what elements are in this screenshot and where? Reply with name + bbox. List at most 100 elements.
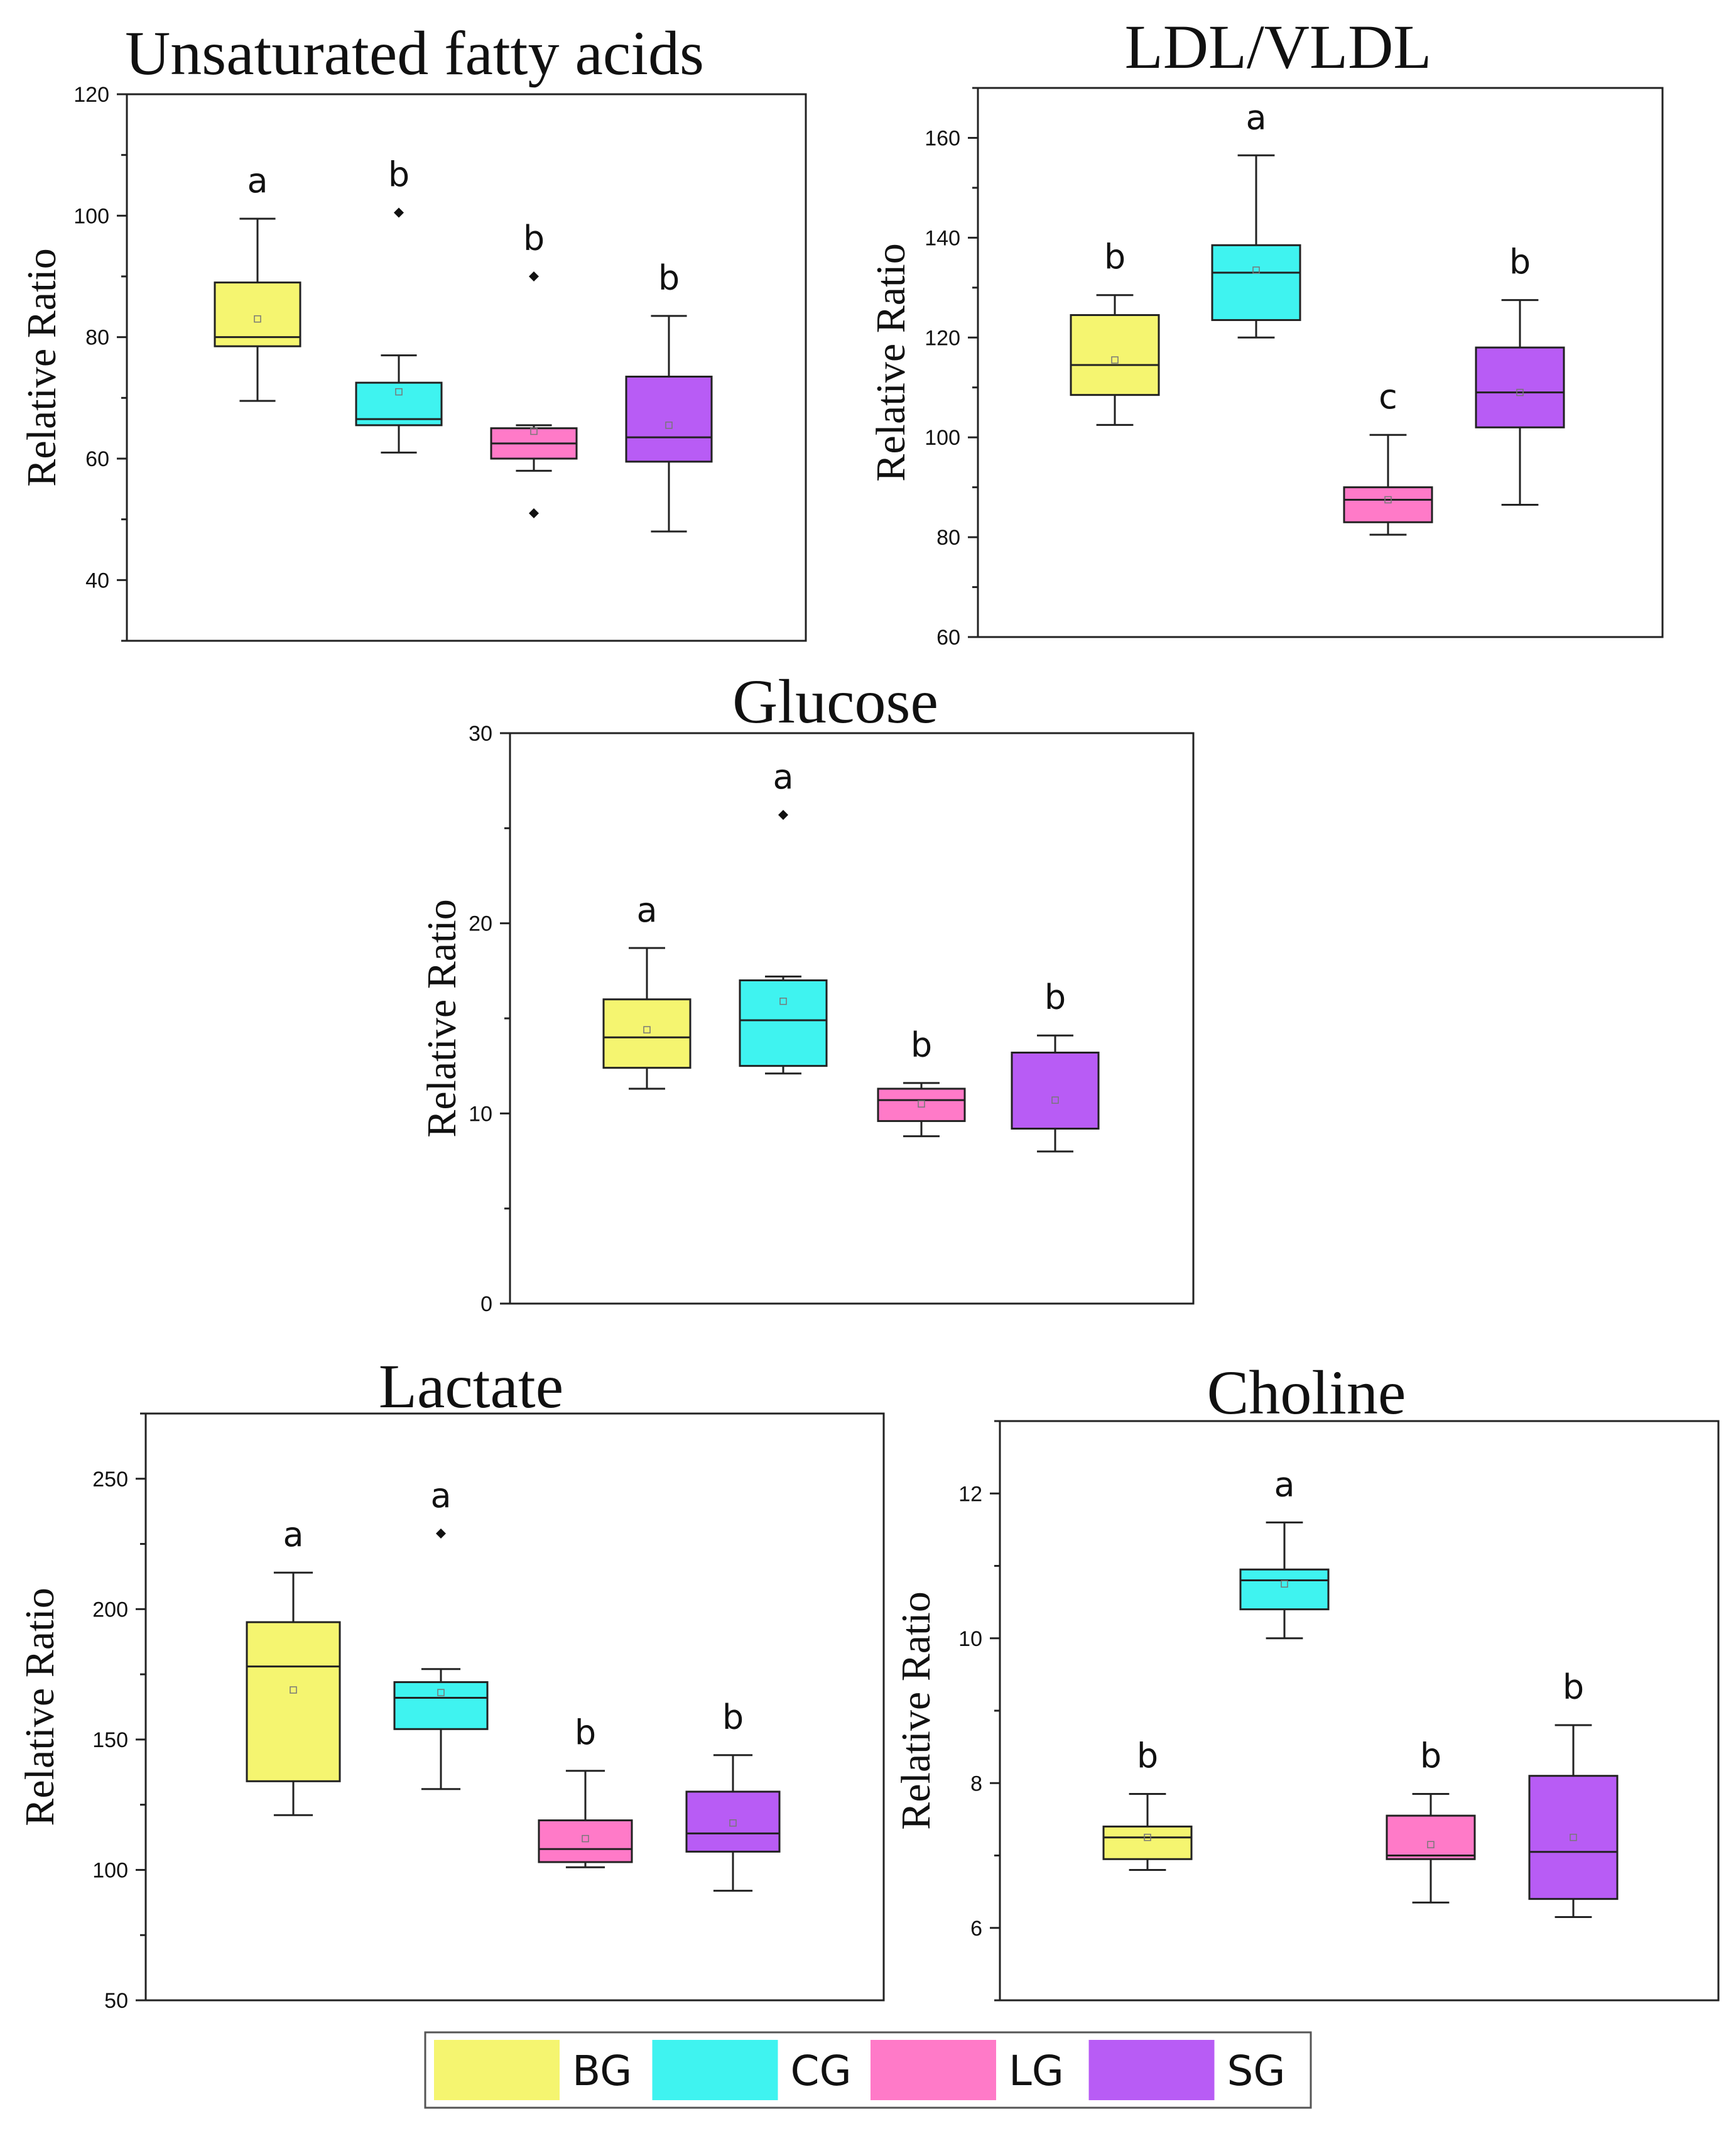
box-lg: c [1343,377,1433,536]
significance-letter: b [1563,1667,1584,1707]
y-tick-label: 150 [92,1728,128,1752]
chart-title: Glucose [732,667,938,736]
plot-frame [977,87,1664,638]
mean-marker [643,1026,651,1033]
y-tick-label: 0 [480,1292,492,1316]
significance-letter: b [722,1697,744,1737]
y-tick-label: 160 [925,126,960,150]
box-iqr [1011,1051,1100,1130]
mean-marker [254,315,261,323]
chart-title: Choline [1207,1358,1406,1427]
y-tick-label: 12 [958,1482,982,1506]
box-iqr [538,1819,633,1863]
significance-letter: a [430,1476,451,1515]
chart-panel: Choline Relative Ratio 6 8 10 12 b a b b [893,1358,1720,2002]
significance-letter: a [636,890,657,930]
box-sg: b [1528,1667,1619,1918]
chart-title: Lactate [379,1351,563,1421]
legend-label: CG [791,2047,852,2095]
outlier-point [436,1528,446,1539]
legend-item-cg: CG [652,2040,852,2100]
y-axis-label: Relative Ratio [893,1591,939,1829]
mean-marker [1384,496,1392,504]
box-iqr [246,1621,341,1782]
y-tick-label: 6 [970,1917,982,1941]
mean-marker [582,1834,589,1843]
chart-title: LDL/VLDL [1125,12,1432,82]
chart-panel: Lactate Relative Ratio 50 100 150 200 250 a a b b [17,1351,885,2013]
y-tick-label: 10 [469,1102,492,1126]
legend-label: BG [572,2047,632,2095]
mean-marker [1111,356,1119,364]
significance-letter: a [1245,97,1266,137]
box-iqr [1102,1825,1193,1860]
significance-letter: b [1509,242,1531,282]
box-iqr [1386,1814,1476,1860]
y-tick-label: 100 [925,426,960,450]
y-tick-label: 100 [92,1858,128,1882]
significance-letter: b [575,1713,596,1753]
mean-marker [395,388,403,396]
box-cg: a [393,1476,489,1790]
box-iqr [355,381,443,427]
chart-panel: Glucose Relative Ratio 0 10 20 30 a a b b [419,667,1195,1316]
y-tick-label: 80 [936,526,960,550]
box-iqr [602,998,692,1069]
y-tick-label: 60 [936,626,960,650]
mean-marker [530,427,538,435]
outlier-point [529,271,539,281]
box-iqr [393,1681,489,1730]
mean-marker [290,1686,297,1694]
outlier-point [394,207,404,218]
box-cg: a [1239,1464,1330,1640]
box-bg: a [214,161,301,402]
box-bg: b [1070,237,1160,426]
box-iqr [1211,244,1301,321]
mean-marker [1516,388,1524,396]
box-iqr [1239,1568,1330,1611]
chart-panel: Unsaturated fatty acids Relative Ratio 40 6… [19,18,807,642]
significance-letter: a [773,757,793,797]
y-tick-label: 30 [469,722,492,746]
legend-swatch [1088,2040,1215,2100]
box-lg: b [490,219,578,518]
significance-letter: c [1379,377,1397,417]
mean-marker [1051,1096,1059,1104]
y-axis-label: Relative Ratio [868,243,914,481]
y-tick-label: 60 [85,447,109,471]
y-tick-label: 50 [104,1989,128,2013]
mean-marker [918,1100,925,1108]
y-tick-label: 80 [85,326,109,350]
box-sg: b [685,1697,781,1892]
y-tick-label: 8 [970,1772,982,1795]
box-lg: b [1386,1736,1476,1904]
significance-letter: b [658,258,680,298]
y-tick-label: 100 [73,204,109,228]
box-bg: a [602,890,692,1090]
legend-swatch [434,2040,560,2100]
legend-swatch [871,2040,996,2100]
box-iqr [214,281,301,347]
box-sg: b [1011,978,1100,1153]
y-tick-label: 40 [85,569,109,592]
box-cg: b [355,155,443,454]
box-iqr [877,1087,966,1122]
significance-letter: b [1104,237,1126,277]
y-tick-label: 200 [92,1598,128,1621]
box-iqr [739,979,828,1067]
mean-marker [1427,1841,1435,1848]
significance-letter: a [283,1515,303,1554]
mean-marker [1281,1580,1288,1588]
y-tick-label: 250 [92,1468,128,1491]
panels: Unsaturated fatty acids Relative Ratio 40 6… [17,12,1720,2013]
plot-frame [999,1420,1720,2002]
chart-panel: LDL/VLDL Relative Ratio 60 80 100 120 140 160 b a… [868,12,1664,650]
mean-marker [1570,1833,1577,1841]
box-iqr [1343,486,1433,523]
significance-letter: b [1044,978,1066,1017]
box-sg: b [625,258,713,533]
mean-marker [1144,1833,1151,1841]
legend-item-bg: BG [434,2040,632,2100]
box-lg: b [538,1713,633,1868]
